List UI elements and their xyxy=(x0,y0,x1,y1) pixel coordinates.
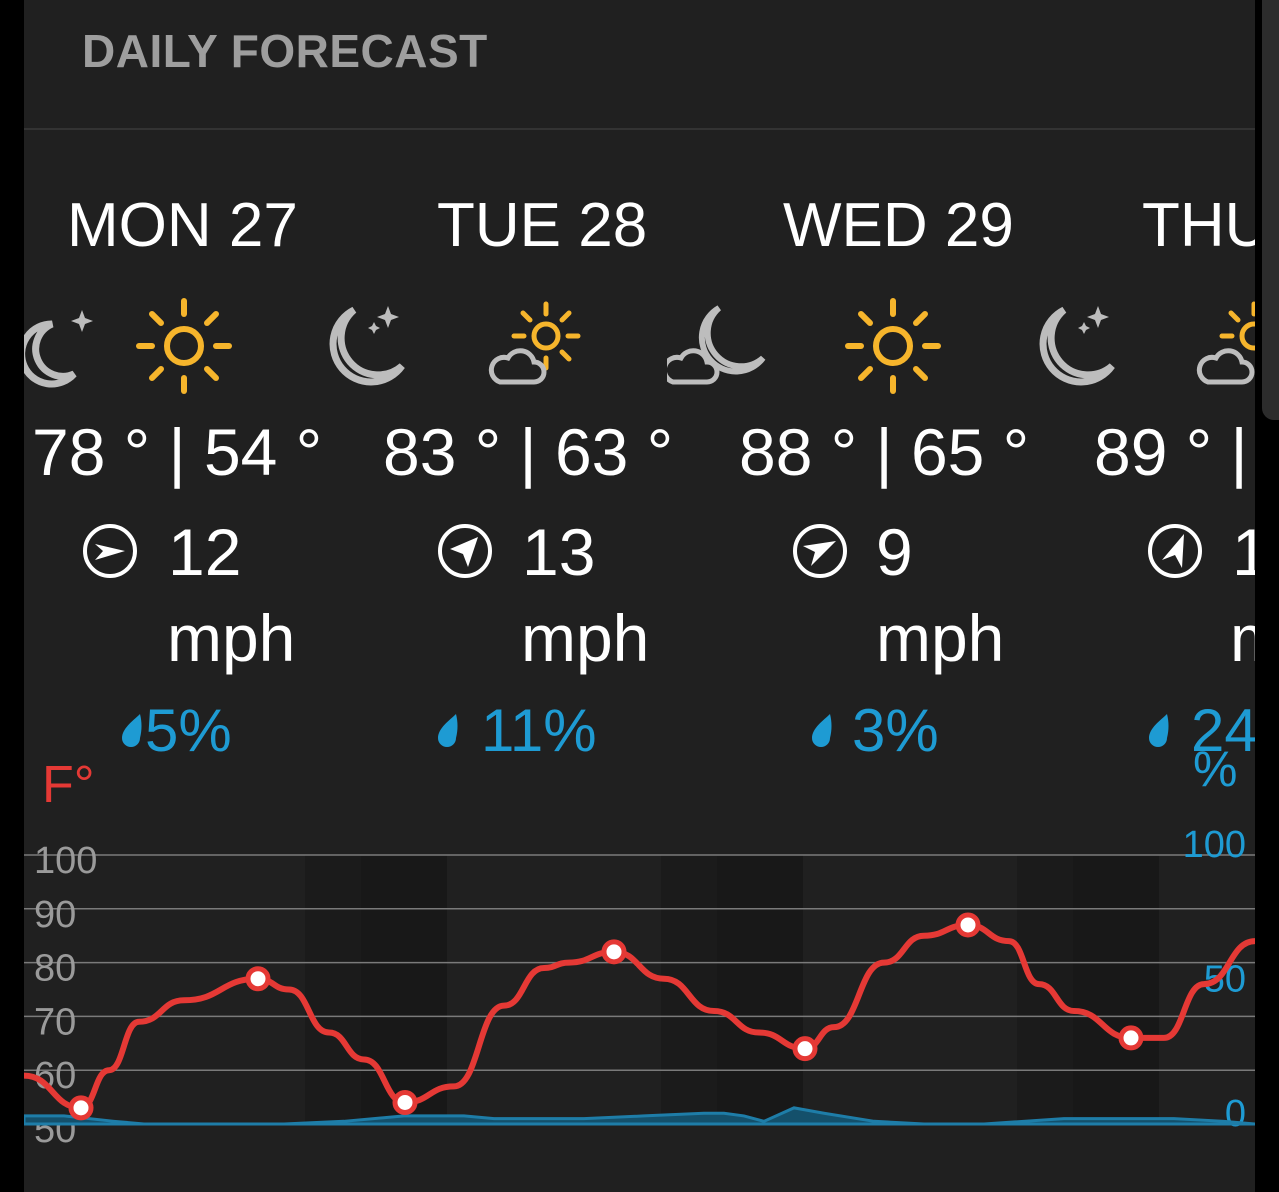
day-label-mon[interactable]: MON 27 xyxy=(67,191,298,260)
day-label-thu[interactable]: THU xyxy=(1142,191,1255,260)
wind-speed-mon: 12 xyxy=(168,515,242,589)
moon-stars-icon xyxy=(24,310,93,388)
precip-chance-mon: 5% xyxy=(145,697,232,764)
moon-stars-icon xyxy=(329,306,405,386)
day-label-tue[interactable]: TUE 28 xyxy=(437,191,648,260)
precip-unit-thu: % xyxy=(1193,741,1238,797)
temp-marker-low xyxy=(792,1036,818,1062)
sun-icon xyxy=(845,298,941,394)
left-axis-tick: 100 xyxy=(34,840,97,882)
left-axis-tick: 70 xyxy=(34,1001,76,1043)
temp-marker-high xyxy=(245,966,271,992)
temp-marker-high xyxy=(955,912,981,938)
sun-cloud-icon xyxy=(1196,301,1255,385)
day-label-wed[interactable]: WED 29 xyxy=(783,191,1014,260)
temp-marker-low xyxy=(1118,1025,1144,1051)
wind-direction-icon xyxy=(793,524,847,578)
raindrop-icon xyxy=(1149,714,1169,747)
wind-direction-icon xyxy=(438,524,492,578)
night-band xyxy=(661,855,717,1124)
wind-speed-wed: 9 xyxy=(876,515,913,589)
temp-marker-low xyxy=(68,1095,94,1121)
divider xyxy=(24,128,1255,130)
wind-direction-icon xyxy=(1148,524,1202,578)
wind-unit-mon: mph xyxy=(167,601,296,675)
raindrop-icon xyxy=(812,714,832,747)
precip-chance-tue: 11% xyxy=(481,697,597,764)
temp-high-low-thu: 89 ° | xyxy=(1094,415,1248,489)
night-band xyxy=(361,855,447,1124)
section-title: DAILY FORECAST xyxy=(82,25,488,77)
temp-high-low-mon: 78 ° | 54 ° xyxy=(32,415,323,489)
temp-high-low-tue: 83 ° | 63 ° xyxy=(383,415,674,489)
temp-axis-unit: F° xyxy=(42,756,95,814)
left-axis-tick: 80 xyxy=(34,948,76,990)
wind-speed-tue: 13 xyxy=(522,515,596,589)
raindrop-icon xyxy=(438,714,458,747)
sun-icon xyxy=(136,298,232,394)
right-axis-tick: 0 xyxy=(1225,1093,1246,1135)
moon-stars-icon xyxy=(1039,306,1115,386)
moon-cloud-icon xyxy=(667,305,766,385)
wind-speed-thu: 1 xyxy=(1232,515,1255,589)
night-band xyxy=(1073,855,1159,1124)
temp-marker-low xyxy=(392,1089,418,1115)
right-axis-tick: 100 xyxy=(1183,824,1246,866)
night-band xyxy=(717,855,803,1124)
wind-direction-icon xyxy=(83,524,137,578)
sun-cloud-icon xyxy=(488,301,581,385)
wind-unit-thu: m xyxy=(1230,600,1255,676)
wind-unit-tue: mph xyxy=(521,601,650,675)
raindrop-icon xyxy=(122,714,142,747)
night-band xyxy=(305,855,361,1124)
precip-area xyxy=(24,1106,1255,1126)
left-axis-tick: 90 xyxy=(34,894,76,936)
wind-unit-wed: mph xyxy=(876,601,1005,675)
screen-edge xyxy=(1262,0,1279,420)
night-band xyxy=(1017,855,1073,1124)
daily-forecast-card: DAILY FORECAST MON 27 TUE 28 WED 29 THU xyxy=(24,0,1255,1192)
precip-chance-thu: 24 xyxy=(1191,697,1255,764)
temp-line xyxy=(24,921,1255,1111)
temp-marker-high xyxy=(601,939,627,965)
temp-high-low-wed: 88 ° | 65 ° xyxy=(739,415,1030,489)
precip-chance-wed: 3% xyxy=(852,697,939,764)
